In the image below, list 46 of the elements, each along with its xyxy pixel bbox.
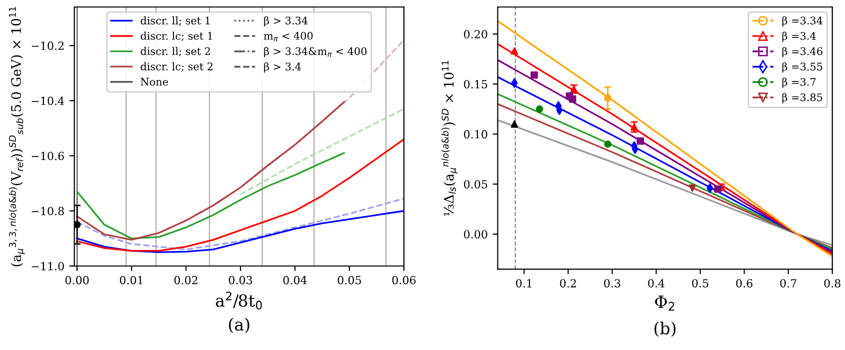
y-tick-label: 0.15 [464,80,488,88]
legend-label: discr. ll; set 1 [140,16,210,26]
y-tick-label: −10.8 [32,206,64,216]
legend-label: β =3.55 [782,62,822,73]
legend-label: β =3.34 [782,16,822,27]
x-tick-label: 0.1 [516,279,532,288]
x-tick-label: 0.03 [228,276,252,284]
x-tick-label: 0.6 [736,279,752,288]
legend-label: β =3.7 [782,78,816,88]
x-tick-label: 0.5 [692,279,708,288]
x-axis-title: a$^{2}$/8t$_{0}$ [216,292,262,310]
x-tick-label: 0.8 [824,279,840,288]
x-tick-label: 0.01 [120,276,142,284]
legend-label: β =3.4 [782,32,816,42]
legend-label: β > 3.34 [264,16,308,27]
y-tick-label: −10.6 [32,152,64,160]
y-tick-label: −10.2 [32,42,64,50]
y-tick-label: −11.0 [32,262,64,270]
x-tick-label: 0.3 [604,279,620,288]
legend-label: None [140,78,168,86]
legend-label: β =3.85 [782,93,822,104]
legend-label: m$_{π}$ < 400 [264,32,313,42]
text: (b) [654,322,676,337]
x-tick-label: 0.02 [174,276,198,284]
legend-label: β =3.46 [782,47,822,58]
text: (a$_{μ}$$^{3,3,nlo(a&b)}$(V$_{ref}$))$^{SD}$$_{sub}$(5.0 GeV) × 10$^{11}$ [8,6,25,266]
y-tick-label: 0.05 [464,180,488,188]
legend-label: β > 3.4 [264,62,301,73]
text: (a) [228,318,250,334]
y-tick-label: 0.00 [464,230,488,239]
legend-label: discr. ll; set 2 [140,47,210,56]
x-tick-label: 0.06 [392,276,416,284]
x-tick-label: 0.4 [648,279,664,288]
x-tick-label: 0.2 [560,279,576,288]
x-tick-label: 0.04 [283,276,307,284]
legend-label: discr. lc; set 2 [140,62,212,72]
y-tick-label: 0.20 [464,30,488,38]
legend-label: discr. lc; set 1 [140,32,212,42]
x-tick-label: 0.7 [780,279,796,288]
x-tick-label: 0.05 [338,276,361,284]
x-tick-label: 0.00 [65,276,89,284]
text: ⅓Δ$_{ls}$(a$_{μ}$$^{nlo(a&b)}$)$^{SD}$ × 10$^{11}$ [441,60,458,216]
legend-label: β > 3.34&m$_{π}$ < 400 [264,47,366,58]
x-axis-title: Φ$_{2}$ [655,296,674,311]
y-tick-label: 0.10 [464,130,488,138]
y-tick-label: −10.4 [32,96,64,106]
